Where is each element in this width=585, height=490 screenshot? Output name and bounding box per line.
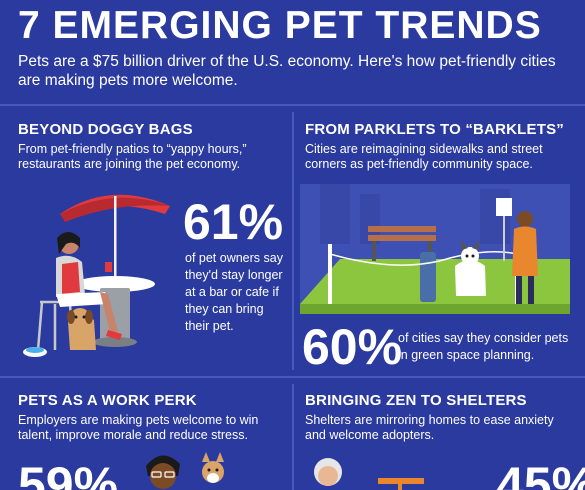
section-title-work-perk: PETS AS A WORK PERK xyxy=(18,392,197,409)
header-divider xyxy=(0,104,585,106)
section-desc-barklets: Cities are reimagining sidewalks and str… xyxy=(305,142,543,171)
stat-percent-work-perk: 59% xyxy=(18,457,119,490)
shelter-illustration xyxy=(306,450,436,490)
work-perk-illustration xyxy=(140,448,260,490)
stat-percent-doggy-bags: 61% xyxy=(183,194,284,250)
section-desc-work-perk: Employers are making pets welcome to win… xyxy=(18,413,259,442)
section-desc-zen-shelters: Shelters are mirroring homes to ease anx… xyxy=(305,413,554,442)
section-title-barklets: FROM PARKLETS TO “BARKLETS” xyxy=(305,121,565,138)
row-divider xyxy=(0,376,585,378)
page-title: 7 EMERGING PET TRENDS xyxy=(18,4,542,47)
section-title-zen-shelters: BRINGING ZEN TO SHELTERS xyxy=(305,392,527,409)
stat-text-barklets: of cities say they consider pets in gree… xyxy=(398,331,569,362)
stat-percent-barklets: 60% xyxy=(302,319,403,375)
page-subtitle: Pets are a $75 billion driver of the U.S… xyxy=(18,53,556,89)
stat-percent-zen-shelters: 45% xyxy=(496,457,585,490)
cafe-illustration xyxy=(10,182,190,367)
section-title-doggy-bags: BEYOND DOGGY BAGS xyxy=(18,121,193,138)
stat-text-doggy-bags: of pet owners say they'd stay longer at … xyxy=(185,251,283,333)
section-desc-doggy-bags: From pet-friendly patios to “yappy hours… xyxy=(18,142,247,171)
parklet-illustration xyxy=(300,184,570,314)
column-divider-top xyxy=(292,112,294,370)
column-divider-bottom xyxy=(292,384,294,490)
